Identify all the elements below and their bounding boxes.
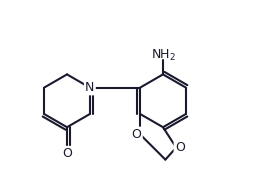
Text: O: O [62,147,72,160]
Text: O: O [175,141,185,154]
Text: NH$_2$: NH$_2$ [151,48,176,63]
Text: N: N [85,81,94,94]
Text: O: O [132,128,141,141]
